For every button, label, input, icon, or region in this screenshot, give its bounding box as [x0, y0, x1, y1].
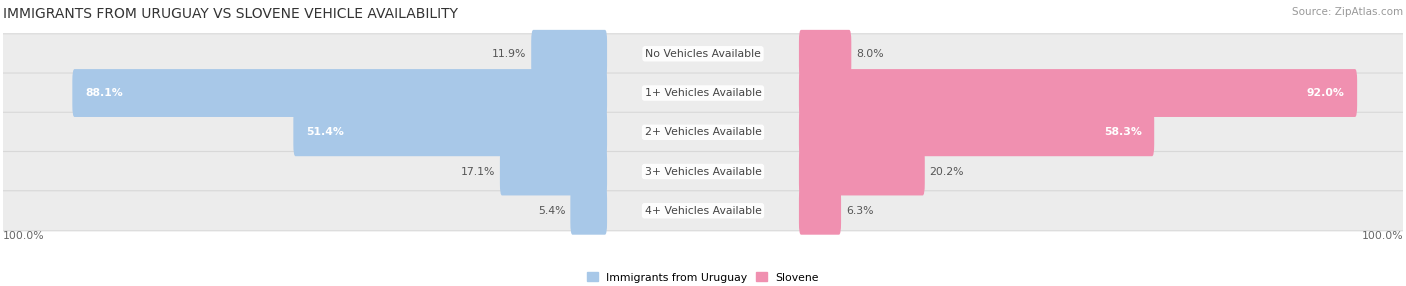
FancyBboxPatch shape [294, 108, 607, 156]
Legend: Immigrants from Uruguay, Slovene: Immigrants from Uruguay, Slovene [582, 268, 824, 286]
Text: 11.9%: 11.9% [492, 49, 526, 59]
FancyBboxPatch shape [799, 148, 925, 195]
Text: 20.2%: 20.2% [929, 166, 965, 176]
FancyBboxPatch shape [72, 69, 607, 117]
FancyBboxPatch shape [0, 191, 1406, 231]
Text: 4+ Vehicles Available: 4+ Vehicles Available [644, 206, 762, 216]
FancyBboxPatch shape [0, 73, 1406, 113]
FancyBboxPatch shape [571, 187, 607, 235]
Text: 58.3%: 58.3% [1104, 127, 1142, 137]
Text: 17.1%: 17.1% [461, 166, 495, 176]
Text: 92.0%: 92.0% [1306, 88, 1344, 98]
Text: 88.1%: 88.1% [84, 88, 122, 98]
Text: 5.4%: 5.4% [538, 206, 565, 216]
FancyBboxPatch shape [799, 108, 1154, 156]
FancyBboxPatch shape [799, 30, 851, 78]
Text: Source: ZipAtlas.com: Source: ZipAtlas.com [1292, 7, 1403, 17]
Text: 1+ Vehicles Available: 1+ Vehicles Available [644, 88, 762, 98]
Text: 6.3%: 6.3% [846, 206, 873, 216]
Text: 100.0%: 100.0% [3, 231, 45, 241]
Text: 2+ Vehicles Available: 2+ Vehicles Available [644, 127, 762, 137]
Text: No Vehicles Available: No Vehicles Available [645, 49, 761, 59]
FancyBboxPatch shape [799, 187, 841, 235]
FancyBboxPatch shape [531, 30, 607, 78]
FancyBboxPatch shape [799, 69, 1357, 117]
FancyBboxPatch shape [0, 34, 1406, 74]
Text: 3+ Vehicles Available: 3+ Vehicles Available [644, 166, 762, 176]
FancyBboxPatch shape [0, 112, 1406, 152]
Text: 100.0%: 100.0% [1361, 231, 1403, 241]
Text: 8.0%: 8.0% [856, 49, 884, 59]
Text: IMMIGRANTS FROM URUGUAY VS SLOVENE VEHICLE AVAILABILITY: IMMIGRANTS FROM URUGUAY VS SLOVENE VEHIC… [3, 7, 458, 21]
FancyBboxPatch shape [0, 152, 1406, 192]
Text: 51.4%: 51.4% [307, 127, 344, 137]
FancyBboxPatch shape [501, 148, 607, 195]
